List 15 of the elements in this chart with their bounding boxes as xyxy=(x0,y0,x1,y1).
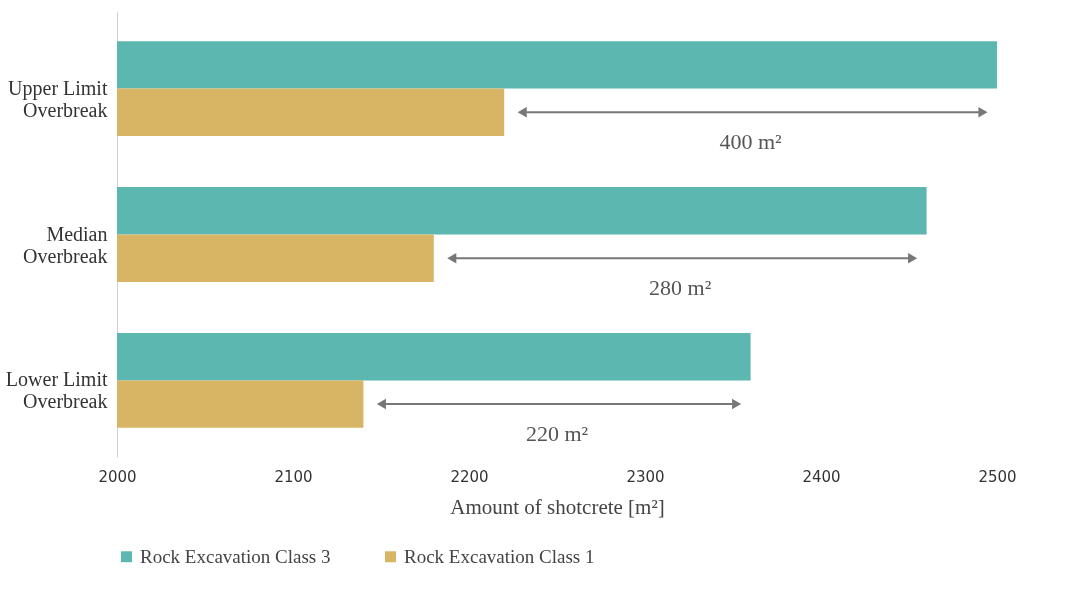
annotation: 280 m² xyxy=(649,275,712,301)
x-tick-label: 2500 xyxy=(978,467,1017,486)
y-tick-label: Lower Limit Overbreak xyxy=(5,368,108,413)
legend-label: Rock Excavation Class 3 xyxy=(140,545,331,567)
legend-label: Rock Excavation Class 1 xyxy=(404,545,595,567)
x-axis-title: Amount of shotcrete [m²] xyxy=(450,494,665,519)
x-tick-label: 2000 xyxy=(98,467,137,486)
x-tick-label: 2100 xyxy=(274,467,313,486)
x-tick-label: 2400 xyxy=(802,467,841,486)
y-tick-label: Median Overbreak xyxy=(23,222,108,267)
annotation: 400 m² xyxy=(719,129,783,155)
y-tick-label: Upper Limit Overbreak xyxy=(8,76,108,121)
x-tick-label: 2200 xyxy=(450,467,489,486)
x-tick-label: 2300 xyxy=(626,467,665,486)
annotation: 220 m² xyxy=(525,421,589,447)
